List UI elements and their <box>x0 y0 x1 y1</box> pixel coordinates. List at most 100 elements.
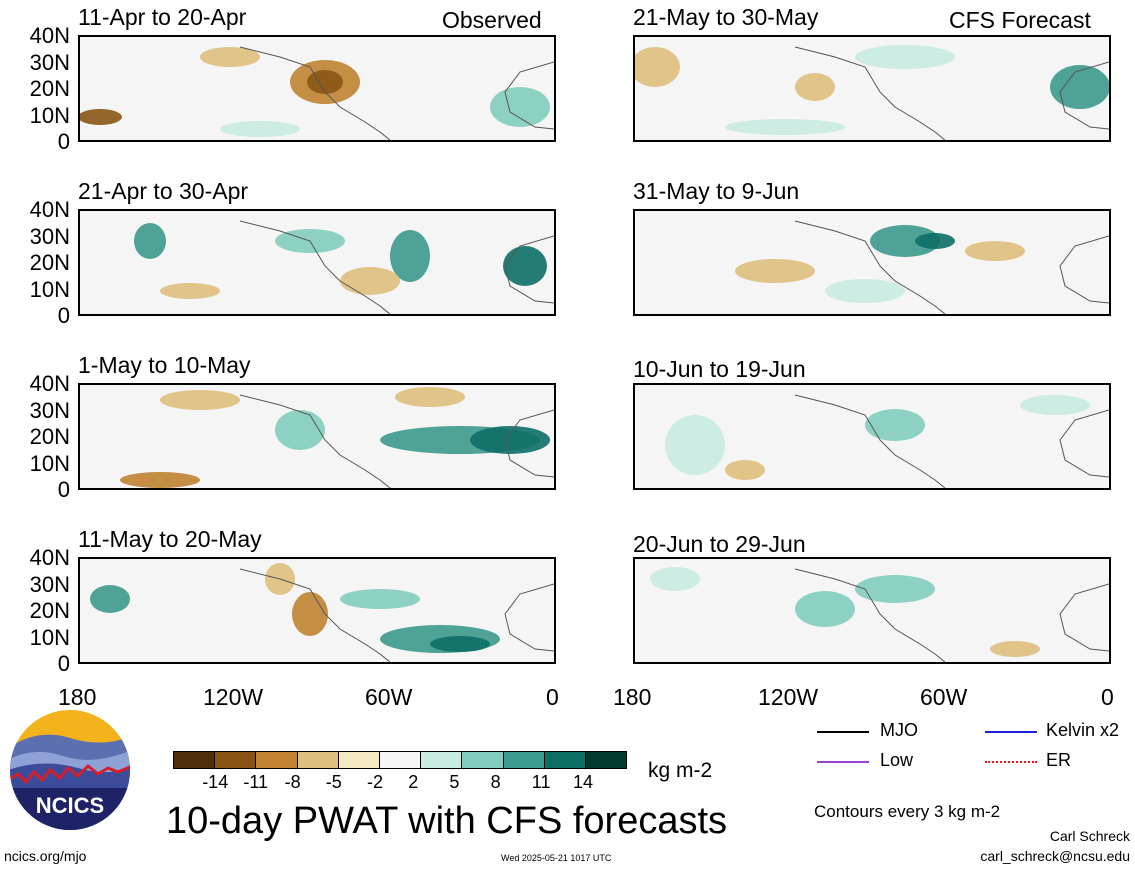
colorbar-label: 2 <box>408 772 419 792</box>
main-title: 10-day PWAT with CFS forecasts <box>166 800 728 842</box>
legend-low-line <box>817 761 869 763</box>
legend-mjo-label: MJO <box>880 720 918 740</box>
y-tick-label: 40N <box>29 371 70 396</box>
colorbar-swatch <box>173 751 216 769</box>
timestamp: Wed 2025-05-21 1017 UTC <box>501 853 612 863</box>
colorbar-swatch <box>502 751 545 769</box>
map-panel-4 <box>78 557 556 664</box>
pwat-anomaly <box>735 259 815 283</box>
logo-text: NCICS <box>36 793 104 818</box>
map-panel-7 <box>633 383 1111 490</box>
website-link[interactable]: ncics.org/mjo <box>4 848 87 864</box>
y-tick-label: 30N <box>29 223 70 249</box>
coastline <box>1059 409 1109 478</box>
colorbar-label: -14 <box>202 772 229 792</box>
x-tick-right-180: 180 <box>613 684 652 710</box>
legend-mjo-line <box>817 731 869 733</box>
pwat-anomaly <box>200 47 260 67</box>
pwat-field-2 <box>134 220 554 314</box>
colorbar-swatch <box>296 751 339 769</box>
y-tick-label: 20N <box>29 76 70 101</box>
pwat-anomaly <box>795 73 835 101</box>
colorbar-swatch <box>337 751 380 769</box>
x-tick-right-60w: 60W <box>920 684 968 710</box>
pwat-anomaly <box>650 567 700 591</box>
panel-title-3: 1-May to 10-May <box>78 352 251 378</box>
y-tick-label: 0 <box>57 303 70 328</box>
coastline <box>794 394 946 488</box>
ncics-logo: NCICS <box>8 708 132 832</box>
pwat-anomaly <box>635 47 680 87</box>
pwat-anomaly <box>307 70 343 94</box>
y-tick-label: 30N <box>29 49 70 75</box>
pwat-anomaly <box>430 636 490 652</box>
pwat-field-7 <box>665 394 1109 488</box>
panel-title-1: 11-Apr to 20-Apr <box>78 4 247 30</box>
coastline <box>1059 61 1109 130</box>
colorbar-label: -11 <box>243 772 269 792</box>
pwat-anomaly <box>870 225 940 257</box>
pwat-anomaly <box>470 426 550 454</box>
panel-title-4: 11-May to 20-May <box>78 526 262 552</box>
pwat-anomaly <box>965 241 1025 261</box>
pwat-anomaly <box>385 63 435 91</box>
pwat-anomaly <box>80 109 122 125</box>
pwat-anomaly <box>395 387 465 407</box>
pwat-anomaly <box>990 641 1040 657</box>
coastline <box>794 568 946 662</box>
pwat-anomaly <box>725 119 845 135</box>
coastline <box>794 46 946 140</box>
observed-header: Observed <box>442 7 542 33</box>
author: Carl Schreck <box>1049 828 1130 844</box>
legend-er-line <box>985 761 1037 763</box>
pwat-anomaly <box>725 460 765 480</box>
map-panel-2 <box>78 209 556 316</box>
y-tick-label: 10N <box>29 102 70 128</box>
x-tick-right-0: 0 <box>1101 684 1114 710</box>
contours-note: Contours every 3 kg m-2 <box>814 802 1001 821</box>
coastline <box>1059 583 1109 652</box>
pwat-anomaly <box>340 267 400 295</box>
pwat-anomaly <box>825 279 905 303</box>
colorbar-label: -5 <box>325 772 342 792</box>
colorbar-label: 14 <box>573 772 594 792</box>
y-tick-label: 40N <box>29 545 70 570</box>
pwat-anomaly <box>134 223 166 259</box>
colorbar-label: -8 <box>284 772 301 792</box>
pwat-field-5 <box>635 45 1109 140</box>
panel-title-6: 31-May to 9-Jun <box>633 178 800 204</box>
colorbar-swatch <box>214 751 257 769</box>
legend-kelvin-label: Kelvin x2 <box>1046 720 1120 740</box>
colorbar-label: -2 <box>367 772 384 792</box>
y-tick-label: 20N <box>29 424 70 449</box>
x-tick-left-0: 0 <box>546 684 559 710</box>
colorbar-swatch <box>543 751 586 769</box>
pwat-anomaly <box>1050 65 1109 109</box>
coastline <box>504 409 554 478</box>
map-panel-8 <box>633 557 1111 664</box>
forecast-header: CFS Forecast <box>949 7 1091 33</box>
pwat-anomaly <box>665 415 725 475</box>
colorbar-label: 5 <box>449 772 460 792</box>
legend-low-label: Low <box>880 750 914 770</box>
pwat-anomaly <box>390 230 430 282</box>
coastline <box>504 61 554 130</box>
pwat-field-1 <box>80 46 554 140</box>
coastline <box>239 394 391 488</box>
pwat-anomaly <box>275 410 325 450</box>
pwat-anomaly <box>120 472 200 488</box>
y-tick-label: 0 <box>57 477 70 502</box>
coastline <box>239 46 391 140</box>
pwat-anomaly <box>160 390 240 410</box>
coastline <box>504 235 554 304</box>
colorbar-swatch <box>461 751 504 769</box>
colorbar-label: 11 <box>531 772 551 792</box>
x-tick-left-60w: 60W <box>365 684 413 710</box>
pwat-anomaly <box>220 121 300 137</box>
pwat-anomaly <box>90 585 130 613</box>
panel-title-7: 10-Jun to 19-Jun <box>633 356 806 382</box>
y-tick-label: 30N <box>29 397 70 423</box>
pwat-anomaly <box>855 575 935 603</box>
y-tick-label: 10N <box>29 624 70 650</box>
pwat-field-6 <box>735 220 1109 314</box>
